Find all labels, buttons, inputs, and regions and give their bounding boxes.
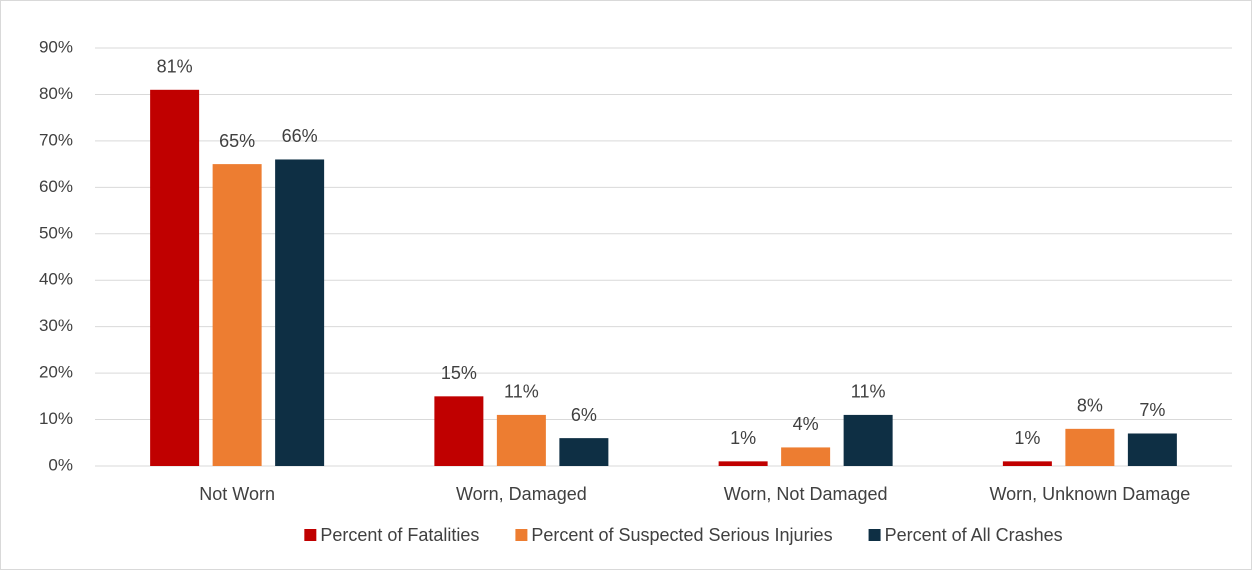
x-tick-label: Worn, Unknown Damage bbox=[989, 484, 1190, 504]
legend-label: Percent of Suspected Serious Injuries bbox=[531, 525, 832, 545]
y-tick-label: 20% bbox=[39, 363, 73, 382]
data-label: 6% bbox=[571, 405, 597, 425]
data-label: 4% bbox=[793, 414, 819, 434]
bar bbox=[434, 396, 484, 466]
y-tick-label: 90% bbox=[39, 37, 73, 56]
legend-swatch bbox=[868, 529, 881, 541]
bar bbox=[496, 414, 546, 466]
data-label: 66% bbox=[282, 126, 318, 146]
bar bbox=[781, 447, 831, 466]
legend-label: Percent of Fatalities bbox=[320, 525, 479, 545]
bar bbox=[212, 164, 262, 466]
data-label: 15% bbox=[441, 363, 477, 383]
x-tick-label: Worn, Damaged bbox=[456, 484, 587, 504]
x-tick-label: Not Worn bbox=[199, 484, 275, 504]
bar bbox=[718, 461, 768, 466]
data-label: 7% bbox=[1139, 400, 1165, 420]
bar bbox=[1065, 428, 1115, 466]
data-label: 11% bbox=[504, 382, 539, 402]
bar bbox=[1127, 433, 1177, 466]
data-label: 11% bbox=[851, 382, 886, 402]
legend-swatch bbox=[304, 529, 317, 541]
legend-swatch bbox=[515, 529, 528, 541]
y-tick-label: 70% bbox=[39, 130, 73, 149]
data-label: 1% bbox=[1014, 428, 1040, 448]
bar bbox=[559, 438, 609, 466]
bar bbox=[275, 159, 325, 466]
x-tick-label: Worn, Not Damaged bbox=[724, 484, 888, 504]
y-tick-label: 40% bbox=[39, 270, 73, 289]
data-label: 8% bbox=[1077, 396, 1103, 416]
y-tick-label: 30% bbox=[39, 316, 73, 335]
data-label: 81% bbox=[157, 57, 193, 77]
y-tick-label: 50% bbox=[39, 223, 73, 242]
bar bbox=[843, 414, 893, 466]
bar bbox=[150, 89, 200, 467]
y-tick-label: 80% bbox=[39, 84, 73, 103]
y-tick-label: 0% bbox=[48, 455, 73, 474]
data-label: 1% bbox=[730, 428, 756, 448]
y-tick-label: 10% bbox=[39, 409, 73, 428]
y-tick-label: 60% bbox=[39, 177, 73, 196]
data-label: 65% bbox=[219, 131, 255, 151]
bar bbox=[1002, 461, 1052, 466]
legend-label: Percent of All Crashes bbox=[885, 525, 1063, 545]
